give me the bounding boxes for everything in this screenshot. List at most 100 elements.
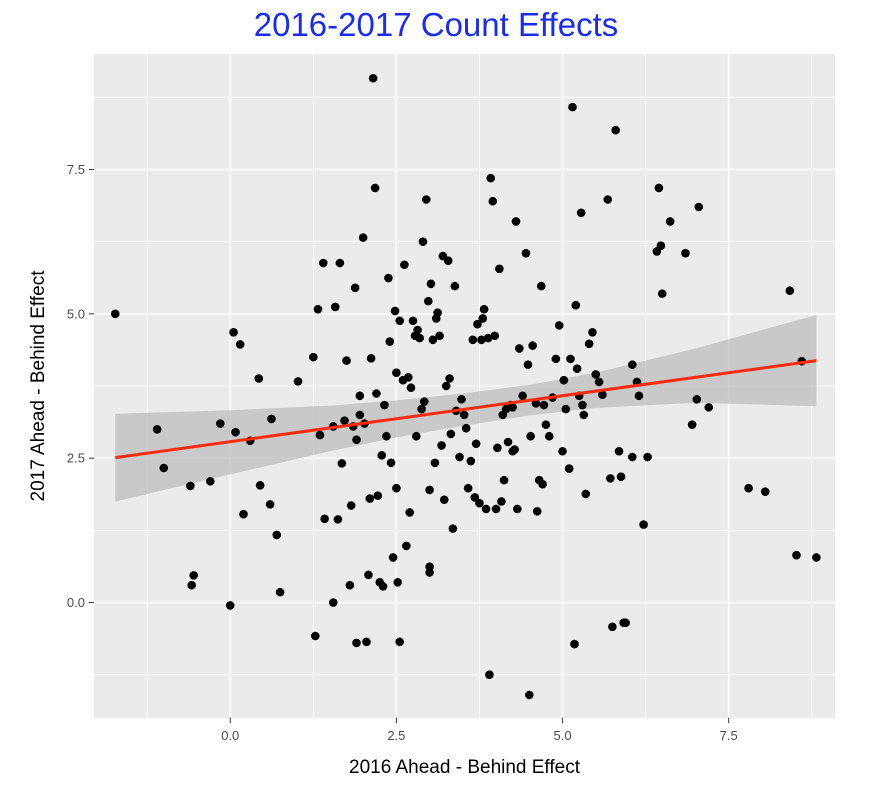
data-point <box>358 233 368 242</box>
data-point <box>392 483 401 493</box>
data-point <box>390 306 400 316</box>
data-point <box>475 498 484 508</box>
data-point <box>346 501 356 510</box>
data-point <box>364 570 373 580</box>
data-point <box>495 264 504 274</box>
data-point <box>342 356 351 365</box>
data-point <box>483 333 493 343</box>
data-point <box>388 553 398 562</box>
data-point <box>187 580 196 590</box>
data-point <box>448 524 458 533</box>
data-point <box>628 360 637 369</box>
data-point <box>412 431 421 441</box>
data-point <box>400 260 409 270</box>
data-point <box>340 416 349 425</box>
data-point <box>466 456 476 466</box>
data-point <box>415 333 424 343</box>
data-point <box>665 217 675 226</box>
data-point <box>521 248 531 258</box>
data-point <box>313 304 323 314</box>
data-point <box>812 553 821 562</box>
data-point <box>554 321 564 330</box>
data-point <box>435 331 444 341</box>
data-point <box>189 571 198 580</box>
data-point <box>785 286 795 296</box>
data-point <box>744 483 753 493</box>
data-point <box>471 439 481 449</box>
data-point <box>368 73 378 83</box>
data-points <box>110 73 821 700</box>
data-point <box>457 394 466 404</box>
y-tick-label: 2.5 <box>67 451 85 466</box>
data-point <box>443 256 453 266</box>
data-point <box>643 452 652 462</box>
data-point <box>687 420 697 429</box>
data-point <box>110 309 120 319</box>
data-point <box>159 463 169 473</box>
data-point <box>511 217 521 226</box>
data-point <box>402 541 411 551</box>
data-point <box>656 241 666 250</box>
data-point <box>206 476 215 486</box>
data-point <box>760 487 770 496</box>
data-point <box>350 283 360 293</box>
data-point <box>493 443 502 453</box>
data-point <box>392 368 401 378</box>
data-point <box>508 403 517 412</box>
data-point <box>490 331 500 341</box>
data-point <box>320 514 329 524</box>
data-point <box>584 339 594 349</box>
x-tick-label: 5.0 <box>553 728 571 743</box>
data-point <box>576 208 586 218</box>
data-point <box>486 173 496 183</box>
data-point <box>579 410 589 420</box>
data-point <box>377 450 387 460</box>
data-point <box>450 281 460 291</box>
data-point <box>461 423 471 433</box>
data-point <box>468 335 478 345</box>
data-point <box>239 509 248 519</box>
data-point <box>385 337 395 346</box>
data-point <box>523 360 533 369</box>
data-point <box>477 335 486 345</box>
data-point <box>441 381 451 391</box>
data-point <box>551 354 561 364</box>
data-point <box>373 491 383 501</box>
data-point <box>488 196 498 206</box>
data-point <box>362 637 371 647</box>
data-point <box>378 582 388 591</box>
data-point <box>598 390 607 399</box>
data-point <box>352 435 361 444</box>
data-point <box>425 485 434 495</box>
data-point <box>571 300 581 310</box>
y-tick-label: 7.5 <box>67 162 85 177</box>
data-point <box>566 354 575 364</box>
data-point <box>215 419 225 428</box>
data-point <box>445 374 454 383</box>
data-point <box>588 328 597 337</box>
data-point <box>792 550 801 560</box>
data-point <box>408 316 418 326</box>
data-point <box>538 479 547 489</box>
data-point <box>395 637 405 647</box>
data-point <box>380 400 389 410</box>
data-point <box>365 494 375 503</box>
data-point <box>614 446 624 456</box>
data-point <box>608 622 617 632</box>
data-point <box>315 430 325 440</box>
data-point <box>692 394 702 404</box>
data-point <box>265 500 275 509</box>
data-point <box>352 638 361 648</box>
data-point <box>395 316 405 326</box>
data-point <box>229 328 238 337</box>
data-point <box>657 289 667 298</box>
x-tick-label: 2.5 <box>387 728 405 743</box>
data-point <box>309 352 318 362</box>
data-point <box>639 520 648 529</box>
data-point <box>478 314 488 323</box>
data-point <box>430 458 440 468</box>
data-point <box>606 474 615 483</box>
x-tick-label: 7.5 <box>720 728 738 743</box>
data-point <box>425 562 434 572</box>
data-point <box>515 344 524 353</box>
